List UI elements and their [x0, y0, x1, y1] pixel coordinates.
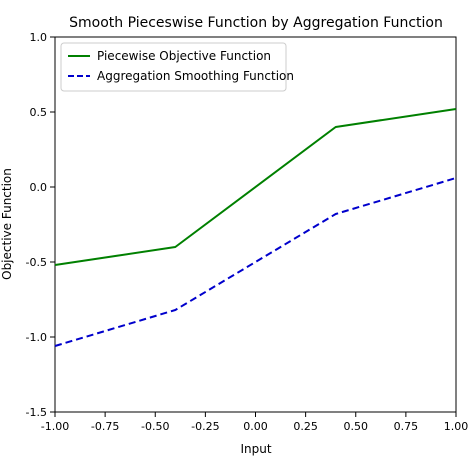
series-line-aggregation: [54, 177, 457, 347]
x-tick-label: -0.25: [191, 420, 219, 433]
series-line-piecewise: [54, 108, 457, 266]
x-axis: -1.00 -0.75 -0.50 -0.25 0.00 0.25 0.50 0.75 1.00: [41, 412, 468, 433]
y-tick-label: -1.0: [26, 331, 47, 344]
x-tick-label: -0.50: [141, 420, 169, 433]
legend: Piecewise Objective Function Aggregation…: [60, 42, 294, 92]
chart-title: Smooth Pieceswise Function by Aggregatio…: [69, 15, 443, 31]
x-tick-label: 0.75: [394, 420, 419, 433]
x-tick-label: 0.00: [243, 420, 268, 433]
legend-box: [60, 42, 287, 92]
legend-label-piecewise: Piecewise Objective Function: [97, 49, 271, 63]
y-tick-label: 0.5: [30, 106, 48, 119]
x-axis-label: Input: [240, 442, 271, 456]
series-layer: [54, 108, 457, 347]
y-axis-label: Objective Function: [0, 168, 14, 280]
y-axis: 1.0 0.5 0.0 -0.5 -1.0 -1.5: [26, 31, 55, 419]
y-tick-label: -1.5: [26, 406, 47, 419]
x-tick-label: -0.75: [91, 420, 119, 433]
y-tick-label: -0.5: [26, 256, 47, 269]
y-tick-label: 1.0: [30, 31, 48, 44]
x-tick-label: -1.00: [41, 420, 69, 433]
plot-frame: [54, 36, 457, 413]
x-tick-label: 1.00: [444, 420, 469, 433]
x-tick-label: 0.50: [344, 420, 369, 433]
legend-label-aggregation: Aggregation Smoothing Function: [97, 69, 294, 83]
x-tick-label: 0.25: [293, 420, 318, 433]
y-tick-label: 0.0: [30, 181, 48, 194]
